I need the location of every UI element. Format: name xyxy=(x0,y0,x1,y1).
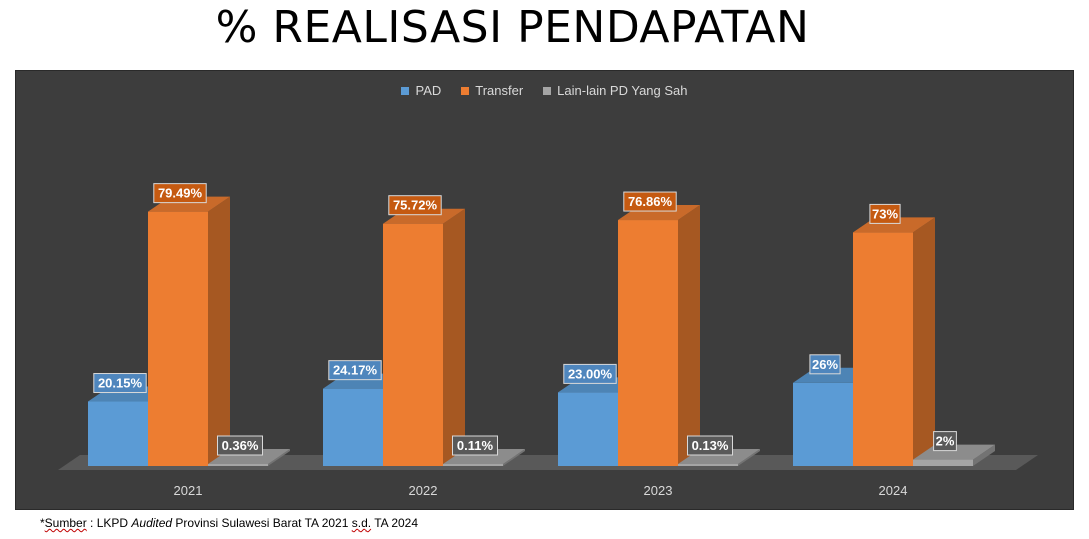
data-label: 20.15% xyxy=(98,376,143,391)
bar-transfer-2024 xyxy=(853,217,935,466)
data-label-box xyxy=(869,203,901,224)
legend-item-lain: Lain-lain PD Yang Sah xyxy=(543,83,688,98)
bar-front-face xyxy=(208,464,268,466)
bar-front-face xyxy=(793,382,853,466)
bar-transfer-2021 xyxy=(148,196,230,466)
bar-front-face xyxy=(383,223,443,466)
bar-front-face xyxy=(853,232,913,466)
legend-swatch-lain xyxy=(543,86,552,95)
legend-label-lain: Lain-lain PD Yang Sah xyxy=(557,83,688,98)
bar-side-face xyxy=(973,444,995,466)
bar-side-face xyxy=(443,208,465,467)
data-label-box xyxy=(388,195,442,216)
bar-front-face xyxy=(148,211,208,466)
data-label-box xyxy=(687,435,733,456)
chart-panel: PAD Transfer Lain-lain PD Yang Sah 20.15… xyxy=(15,70,1074,510)
data-label-box xyxy=(623,191,677,212)
data-label-box xyxy=(452,435,498,456)
legend-swatch-pad xyxy=(401,86,410,95)
bar-side-face xyxy=(208,196,230,466)
legend-label-transfer: Transfer xyxy=(475,83,524,98)
footnote-sd: s.d. xyxy=(351,516,372,530)
bar-front-face xyxy=(558,392,618,466)
data-label: 24.17% xyxy=(333,363,378,378)
source-footnote: *Sumber : LKPD Audited Provinsi Sulawesi… xyxy=(40,516,418,530)
data-label: 75.72% xyxy=(393,198,438,213)
bar-front-face xyxy=(88,401,148,466)
data-label: 0.36% xyxy=(222,438,259,453)
bar-chart: 20.15% 79.49% 0.36% 2021 24.17% 75.72% 0.11% 20… xyxy=(58,183,1038,498)
data-label-box xyxy=(93,373,147,394)
footnote-star: * xyxy=(40,516,45,530)
chart-legend: PAD Transfer Lain-lain PD Yang Sah xyxy=(16,83,1073,98)
bar-front-face xyxy=(618,220,678,466)
footnote-audited: Audited xyxy=(131,516,173,530)
bar-front-face xyxy=(323,388,383,466)
bar-transfer-2023 xyxy=(618,205,700,466)
x-tick-label: 2024 xyxy=(879,483,908,498)
data-label: 0.13% xyxy=(692,438,729,453)
bar-side-face xyxy=(678,205,700,466)
data-label: 2% xyxy=(936,434,955,449)
bar-front-face xyxy=(678,464,738,466)
bar-side-face xyxy=(268,449,290,466)
x-tick-label: 2023 xyxy=(644,483,673,498)
footnote-part2: Provinsi Sulawesi Barat TA 2021 xyxy=(172,516,352,530)
footnote-part3: TA 2024 xyxy=(371,516,419,530)
data-label-box xyxy=(809,354,841,375)
x-tick-label: 2021 xyxy=(174,483,203,498)
data-label-box xyxy=(328,360,382,381)
bar-side-face xyxy=(738,449,760,466)
bar-front-face xyxy=(443,464,503,466)
legend-label-pad: PAD xyxy=(415,83,442,98)
x-tick-label: 2022 xyxy=(409,483,438,498)
data-label: 73% xyxy=(872,206,898,221)
footnote-sumber: Sumber xyxy=(44,516,87,530)
data-label: 76.86% xyxy=(628,194,673,209)
data-label-box xyxy=(933,431,957,452)
data-label: 23.00% xyxy=(568,366,613,381)
bar-front-face xyxy=(913,459,973,466)
data-label-box xyxy=(217,435,263,456)
data-label: 0.11% xyxy=(457,438,494,453)
legend-item-transfer: Transfer xyxy=(461,83,523,98)
data-label: 79.49% xyxy=(158,186,203,201)
footnote-part1: : LKPD xyxy=(86,516,132,530)
bar-transfer-2022 xyxy=(383,208,465,467)
legend-swatch-transfer xyxy=(461,86,470,95)
bar-side-face xyxy=(913,217,935,466)
legend-item-pad: PAD xyxy=(401,83,441,98)
page-title: % REALISASI PENDAPATAN xyxy=(215,2,810,53)
data-label: 26% xyxy=(812,357,838,372)
data-label-box xyxy=(563,363,617,384)
data-label-box xyxy=(153,183,207,204)
bar-side-face xyxy=(503,449,525,466)
